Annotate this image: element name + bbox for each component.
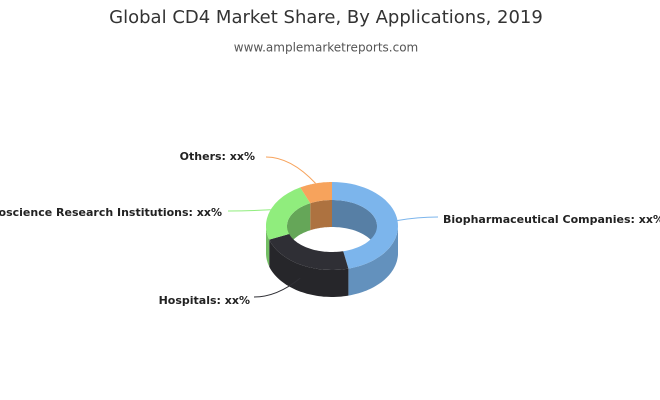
data-label: Biopharmaceutical Companies: xx% bbox=[443, 213, 660, 226]
leader-line bbox=[265, 156, 316, 184]
inner-wall bbox=[287, 203, 311, 253]
donut bbox=[266, 182, 398, 297]
inner-wall bbox=[310, 200, 332, 231]
leader-line bbox=[227, 209, 271, 212]
leader-line bbox=[397, 216, 439, 221]
data-label: Hospitals: xx% bbox=[159, 294, 250, 307]
inner-wall bbox=[332, 200, 377, 253]
donut-segment bbox=[332, 182, 398, 269]
outer-wall bbox=[348, 226, 398, 296]
donut-segment bbox=[266, 187, 311, 240]
donut-segment bbox=[300, 182, 332, 204]
data-label: Others: xx% bbox=[180, 150, 255, 163]
chart-subtitle: www.amplemarketreports.com bbox=[234, 41, 418, 55]
outer-wall bbox=[266, 226, 270, 267]
data-label: Bioscience Research Institutions: xx% bbox=[0, 206, 222, 219]
outer-wall bbox=[269, 239, 349, 297]
chart-title: Global CD4 Market Share, By Applications… bbox=[109, 7, 543, 28]
donut-segment bbox=[269, 234, 349, 270]
leader-line bbox=[253, 277, 301, 298]
